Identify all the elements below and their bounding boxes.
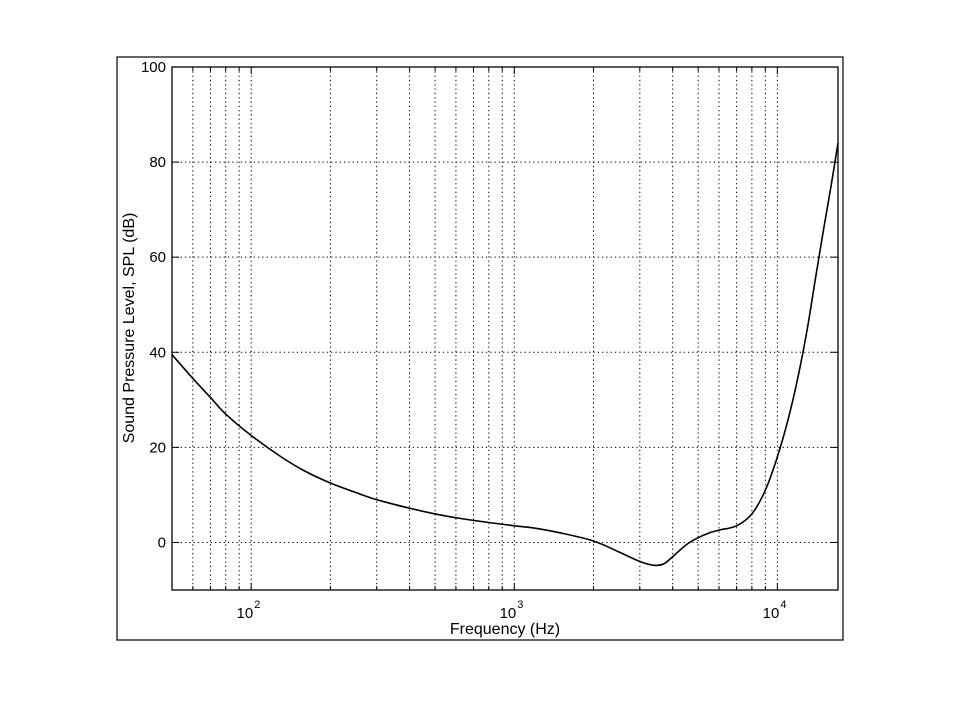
x-tick-label: 10 4 [763, 599, 787, 622]
x-tick-label-base: 10 [500, 605, 517, 622]
x-tick-label: 10 2 [237, 599, 261, 622]
grid [172, 67, 838, 590]
x-tick-label-exponent: 2 [254, 599, 260, 611]
axis-ticks [172, 66, 838, 590]
y-tick-label: 60 [149, 249, 166, 266]
y-tick-label: 20 [149, 439, 166, 456]
x-tick-labels: 10 2 10 3 10 4 [237, 599, 787, 622]
y-axis-label: Sound Pressure Level, SPL (dB) [121, 213, 138, 444]
x-tick-label-base: 10 [237, 605, 254, 622]
y-tick-label: 80 [149, 154, 166, 171]
x-tick-label: 10 3 [500, 599, 524, 622]
x-tick-label-exponent: 4 [780, 599, 786, 611]
x-axis-label: Frequency (Hz) [450, 621, 560, 638]
spl-curve [171, 142, 839, 567]
figure-frame [116, 56, 844, 641]
x-tick-label-base: 10 [763, 605, 780, 622]
y-tick-label: 100 [141, 59, 166, 76]
y-tick-label: 40 [149, 344, 166, 361]
y-tick-labels: 0 20 40 60 80 100 [141, 59, 166, 551]
plot-area-border [171, 66, 839, 591]
x-tick-label-exponent: 3 [517, 599, 523, 611]
y-tick-label: 0 [158, 534, 166, 551]
